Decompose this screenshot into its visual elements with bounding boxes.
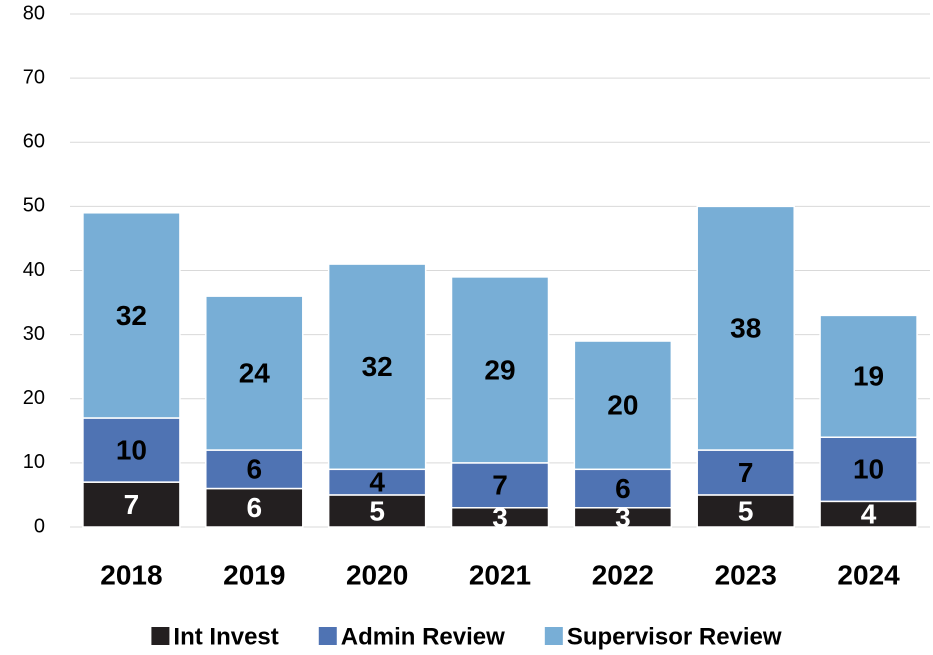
bar-segment bbox=[696, 205, 795, 451]
x-tick-label: 2021 bbox=[469, 559, 531, 590]
bar-segment bbox=[327, 468, 427, 496]
data-label: 24 bbox=[239, 357, 271, 388]
y-tick-label: 80 bbox=[23, 2, 45, 24]
bar-segment bbox=[819, 500, 918, 528]
data-label: 38 bbox=[730, 313, 761, 344]
data-label: 10 bbox=[116, 434, 147, 465]
bar-segment bbox=[573, 468, 673, 509]
y-tick-label: 30 bbox=[23, 323, 45, 345]
x-tick-label: 2024 bbox=[837, 559, 900, 590]
x-tick-label: 2019 bbox=[223, 559, 285, 590]
legend-swatch bbox=[318, 627, 337, 645]
data-label: 5 bbox=[738, 495, 754, 526]
y-tick-label: 20 bbox=[23, 387, 45, 409]
y-tick-label: 0 bbox=[34, 515, 45, 537]
data-label: 4 bbox=[861, 499, 877, 530]
bar-segment bbox=[205, 487, 304, 528]
bar-segment bbox=[696, 449, 795, 496]
bar-segment bbox=[450, 462, 550, 509]
bar-segment bbox=[573, 340, 673, 471]
x-tick-label: 2020 bbox=[346, 559, 408, 590]
data-label: 7 bbox=[492, 470, 508, 501]
y-tick-label: 60 bbox=[23, 131, 45, 153]
data-label: 6 bbox=[615, 473, 631, 504]
bar-segment bbox=[82, 212, 181, 419]
data-label: 19 bbox=[853, 361, 884, 392]
data-label: 7 bbox=[124, 489, 140, 520]
bar-segment bbox=[819, 436, 918, 503]
x-tick-label: 2022 bbox=[592, 559, 654, 590]
x-tick-label: 2023 bbox=[715, 559, 777, 590]
y-tick-label: 10 bbox=[23, 451, 45, 473]
data-label: 29 bbox=[484, 354, 515, 385]
bar-segment bbox=[82, 417, 181, 483]
y-tick-label: 70 bbox=[23, 66, 45, 88]
data-label: 20 bbox=[607, 390, 638, 421]
legend-label: Int Invest bbox=[173, 623, 278, 650]
data-label: 4 bbox=[369, 467, 385, 498]
bar-segment bbox=[450, 276, 550, 464]
data-label: 3 bbox=[492, 502, 508, 533]
data-label: 32 bbox=[116, 300, 147, 331]
x-tick-label: 2018 bbox=[100, 559, 162, 590]
data-label: 10 bbox=[853, 454, 884, 485]
legend-swatch bbox=[544, 627, 563, 645]
legend-swatch bbox=[151, 627, 170, 645]
bar-segment bbox=[327, 263, 427, 471]
bar-segment bbox=[696, 494, 795, 528]
data-label: 6 bbox=[246, 454, 262, 485]
legend-label: Admin Review bbox=[341, 623, 505, 650]
data-label: 3 bbox=[615, 502, 631, 533]
y-tick-label: 50 bbox=[23, 195, 45, 217]
legend-label: Supervisor Review bbox=[567, 623, 782, 650]
data-label: 7 bbox=[738, 457, 754, 488]
data-label: 5 bbox=[369, 495, 385, 526]
bar-segment bbox=[819, 314, 918, 438]
bar-segment bbox=[205, 295, 304, 451]
y-tick-label: 40 bbox=[23, 259, 45, 281]
data-label: 6 bbox=[246, 492, 262, 523]
data-label: 32 bbox=[362, 351, 393, 382]
